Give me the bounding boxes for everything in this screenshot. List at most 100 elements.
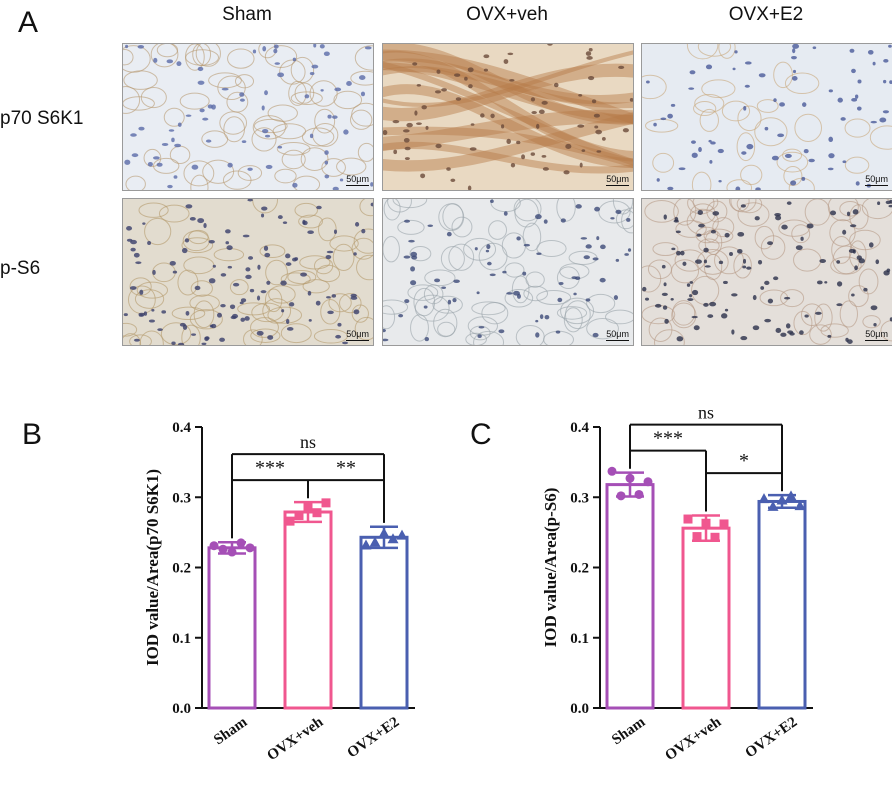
bar-sham <box>605 483 655 710</box>
y-tick-label: 0.4 <box>570 420 589 436</box>
tissue-texture <box>123 199 373 345</box>
bar-ovx-e2 <box>757 499 807 710</box>
tissue-texture <box>383 44 633 190</box>
data-point <box>616 491 626 501</box>
data-point <box>360 539 372 550</box>
micrograph-1-1: 50μm <box>382 198 634 346</box>
data-point <box>236 538 246 548</box>
data-point <box>634 489 644 499</box>
y-tick-label: 0.3 <box>172 490 191 506</box>
column-header-sham: Sham <box>222 4 272 25</box>
bar-sham <box>207 546 257 710</box>
scale-bar-label: 50μm <box>346 173 369 184</box>
y-axis-label: IOD value/Area(p70 S6K1) <box>143 469 162 666</box>
data-point <box>387 533 399 544</box>
micrograph-0-0: 50μm <box>122 43 374 191</box>
data-point <box>719 519 729 529</box>
significance-label: * <box>739 450 749 472</box>
chart-c: 0.0 0.1 0.2 0.3 0.4 IOD value/Area(p-S6) Sham O… <box>541 410 813 764</box>
row-header-p70-s6k1: p70 S6K1 <box>0 108 84 129</box>
panel-a-letter: A <box>18 6 39 39</box>
scale-bar-line <box>865 184 888 186</box>
data-point <box>643 477 653 487</box>
data-point <box>369 536 381 547</box>
significance-label: ns <box>300 432 316 452</box>
data-point <box>227 547 237 557</box>
scale-bar-label: 50μm <box>606 328 629 339</box>
scale-bar: 50μm <box>606 173 629 186</box>
data-point <box>758 493 770 504</box>
y-tick-label: 0.4 <box>172 420 191 436</box>
tissue-texture <box>123 44 373 190</box>
x-tick-label: OVX+veh <box>662 714 724 764</box>
tissue-texture <box>642 44 892 190</box>
tissue-texture <box>383 199 633 345</box>
significance-label: ** <box>336 457 356 479</box>
scale-bar: 50μm <box>346 328 369 341</box>
scale-bar-label: 50μm <box>865 173 888 184</box>
scale-bar-label: 50μm <box>606 173 629 184</box>
scale-bar-label: 50μm <box>346 328 369 339</box>
y-tick-label: 0.3 <box>570 490 589 506</box>
data-point <box>321 498 331 508</box>
micrograph-1-0: 50μm <box>122 198 374 346</box>
data-point <box>692 532 702 542</box>
data-point <box>285 516 295 526</box>
data-point <box>767 500 779 511</box>
significance-label: *** <box>255 457 285 479</box>
data-point <box>701 518 711 528</box>
scale-bar-line <box>865 339 888 341</box>
scale-bar: 50μm <box>865 328 888 341</box>
data-point <box>625 473 635 483</box>
y-tick-label: 0.2 <box>570 561 589 577</box>
scale-bar-line <box>606 184 629 186</box>
data-point <box>785 490 797 501</box>
scale-bar: 50μm <box>606 328 629 341</box>
scale-bar-label: 50μm <box>865 328 888 339</box>
x-tick-label: OVX+veh <box>264 714 326 764</box>
scale-bar: 50μm <box>865 173 888 186</box>
x-tick-label: Sham <box>609 714 649 748</box>
y-tick-label: 0.1 <box>570 631 589 647</box>
y-tick-label: 0.0 <box>570 701 589 717</box>
data-point <box>294 511 304 521</box>
scale-bar: 50μm <box>346 173 369 186</box>
data-point <box>396 529 408 540</box>
data-point <box>794 500 806 511</box>
significance-label: *** <box>653 428 683 450</box>
y-tick-label: 0.0 <box>172 701 191 717</box>
data-point <box>218 544 228 554</box>
micrograph-1-2: 50μm <box>641 198 892 346</box>
bar-ovx-e2 <box>359 535 409 710</box>
panel-b-letter: B <box>22 418 43 451</box>
data-point <box>303 502 313 512</box>
bar-ovx-veh <box>681 526 731 710</box>
row-header-p-s6: p-S6 <box>0 258 41 279</box>
panel-c-letter: C <box>470 418 492 451</box>
data-point <box>710 532 720 542</box>
scale-bar-line <box>606 339 629 341</box>
data-point <box>607 466 617 476</box>
y-axis-label: IOD value/Area(p-S6) <box>541 488 560 648</box>
data-point <box>312 508 322 518</box>
scale-bar-line <box>346 339 369 341</box>
y-tick-label: 0.2 <box>172 561 191 577</box>
column-header-ovx-veh: OVX+veh <box>466 4 548 25</box>
data-point <box>245 543 255 553</box>
data-point <box>378 527 390 538</box>
data-point <box>209 541 219 551</box>
chart-b: 0.0 0.1 0.2 0.3 0.4 IOD value/Area(p70 S6K1) S… <box>143 420 415 764</box>
column-header-ovx-e2: OVX+E2 <box>728 4 804 25</box>
bar-ovx-veh <box>283 510 333 710</box>
data-point <box>683 514 693 524</box>
tissue-texture <box>642 199 892 345</box>
x-tick-label: OVX+E2 <box>344 714 402 761</box>
micrograph-0-1: 50μm <box>382 43 634 191</box>
x-tick-label: OVX+E2 <box>742 714 800 761</box>
micrograph-0-2: 50μm <box>641 43 892 191</box>
x-tick-label: Sham <box>211 714 251 748</box>
significance-label: ns <box>698 410 714 423</box>
data-point <box>776 494 788 505</box>
scale-bar-line <box>346 184 369 186</box>
y-tick-label: 0.1 <box>172 631 191 647</box>
